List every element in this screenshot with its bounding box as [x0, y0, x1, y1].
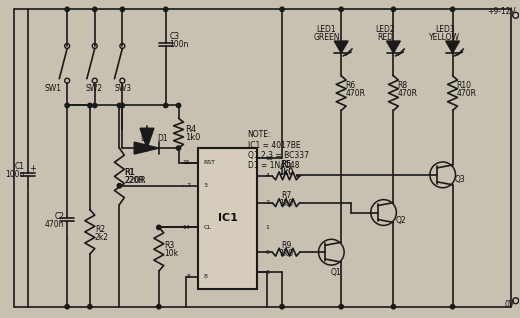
Text: 0: 0	[265, 250, 269, 255]
Text: C3: C3	[170, 31, 180, 41]
Text: CL: CL	[203, 225, 211, 230]
Text: SW2: SW2	[85, 84, 102, 93]
Text: R10: R10	[457, 81, 472, 90]
Text: D1: D1	[157, 134, 167, 143]
Text: 470R: 470R	[397, 89, 418, 98]
Polygon shape	[386, 41, 400, 53]
Text: R1: R1	[124, 168, 135, 177]
Circle shape	[88, 305, 92, 309]
Text: R6: R6	[345, 81, 355, 90]
Text: 470R: 470R	[345, 89, 365, 98]
Text: LED2: LED2	[376, 24, 395, 34]
Circle shape	[339, 305, 343, 309]
Text: 16: 16	[265, 156, 273, 161]
Text: R4: R4	[186, 125, 197, 134]
Text: R8: R8	[397, 81, 408, 90]
Text: R1: R1	[124, 168, 135, 177]
Text: SW3: SW3	[115, 84, 132, 93]
Text: Q1: Q1	[331, 267, 342, 277]
Text: 2: 2	[265, 200, 269, 205]
Circle shape	[117, 183, 122, 188]
Circle shape	[450, 305, 454, 309]
Text: NOTE:
IC1 = 4017BE
Q1,2,3 = BC337
D1 = 1N4148: NOTE: IC1 = 4017BE Q1,2,3 = BC337 D1 = 1…	[248, 130, 308, 170]
Text: RED: RED	[378, 32, 394, 42]
Circle shape	[65, 103, 69, 108]
Text: R7: R7	[281, 191, 291, 200]
Text: GREEN: GREEN	[313, 32, 340, 42]
Text: 470n: 470n	[45, 220, 64, 229]
Circle shape	[93, 103, 97, 108]
Text: R3: R3	[164, 241, 174, 250]
Circle shape	[120, 103, 124, 108]
Text: C1: C1	[15, 162, 25, 171]
Text: Q3: Q3	[455, 175, 466, 184]
Polygon shape	[334, 41, 348, 53]
Text: RST: RST	[203, 161, 215, 165]
Text: IC1: IC1	[218, 213, 238, 224]
Circle shape	[339, 7, 343, 11]
Circle shape	[117, 103, 122, 108]
Text: R5: R5	[281, 161, 291, 169]
Text: LED1: LED1	[317, 24, 336, 34]
Circle shape	[391, 7, 396, 11]
Text: R2: R2	[95, 225, 105, 234]
Text: SW1: SW1	[45, 84, 62, 93]
Text: 1k0: 1k0	[279, 249, 293, 258]
Circle shape	[65, 305, 69, 309]
Circle shape	[88, 103, 92, 108]
Circle shape	[280, 305, 284, 309]
Text: 15: 15	[183, 161, 190, 165]
Text: 220R: 220R	[124, 176, 144, 185]
Circle shape	[164, 103, 168, 108]
Text: 4: 4	[265, 173, 269, 178]
Circle shape	[93, 7, 97, 11]
Text: 1k0: 1k0	[279, 199, 293, 208]
Polygon shape	[446, 41, 460, 53]
Polygon shape	[134, 142, 159, 154]
Circle shape	[65, 7, 69, 11]
Circle shape	[157, 305, 161, 309]
Text: 1k0: 1k0	[278, 168, 294, 177]
Polygon shape	[140, 128, 154, 148]
Circle shape	[391, 305, 396, 309]
Circle shape	[280, 7, 284, 11]
Text: 100u: 100u	[5, 170, 25, 179]
Text: 10k: 10k	[164, 249, 178, 258]
Circle shape	[176, 146, 181, 150]
Text: +9-12V: +9-12V	[487, 7, 516, 16]
Circle shape	[176, 103, 181, 108]
Text: 1: 1	[265, 225, 269, 230]
Text: 14: 14	[183, 225, 190, 230]
Text: 1k0: 1k0	[186, 133, 201, 142]
Text: YELLOW: YELLOW	[429, 32, 460, 42]
Text: LED3: LED3	[435, 24, 454, 34]
Text: R9: R9	[281, 241, 291, 250]
Circle shape	[164, 7, 168, 11]
Text: 470R: 470R	[457, 89, 476, 98]
Text: 8: 8	[187, 274, 190, 280]
Text: 1k0: 1k0	[279, 167, 293, 176]
Text: 7: 7	[186, 183, 190, 188]
Text: C2: C2	[54, 212, 64, 221]
Text: Q2: Q2	[396, 216, 407, 225]
Circle shape	[157, 225, 161, 230]
Circle shape	[120, 7, 124, 11]
Text: 220R: 220R	[124, 176, 146, 185]
Text: R5: R5	[280, 161, 292, 169]
Text: D1: D1	[141, 134, 151, 143]
Bar	[198, 148, 257, 289]
Text: 0V: 0V	[504, 300, 515, 309]
Text: 100n: 100n	[170, 39, 189, 49]
Text: +: +	[29, 164, 36, 173]
Text: 3: 3	[203, 183, 207, 188]
Text: 3: 3	[265, 269, 269, 274]
Circle shape	[450, 7, 454, 11]
Text: 8: 8	[203, 274, 207, 280]
Text: 2k2: 2k2	[95, 233, 109, 242]
